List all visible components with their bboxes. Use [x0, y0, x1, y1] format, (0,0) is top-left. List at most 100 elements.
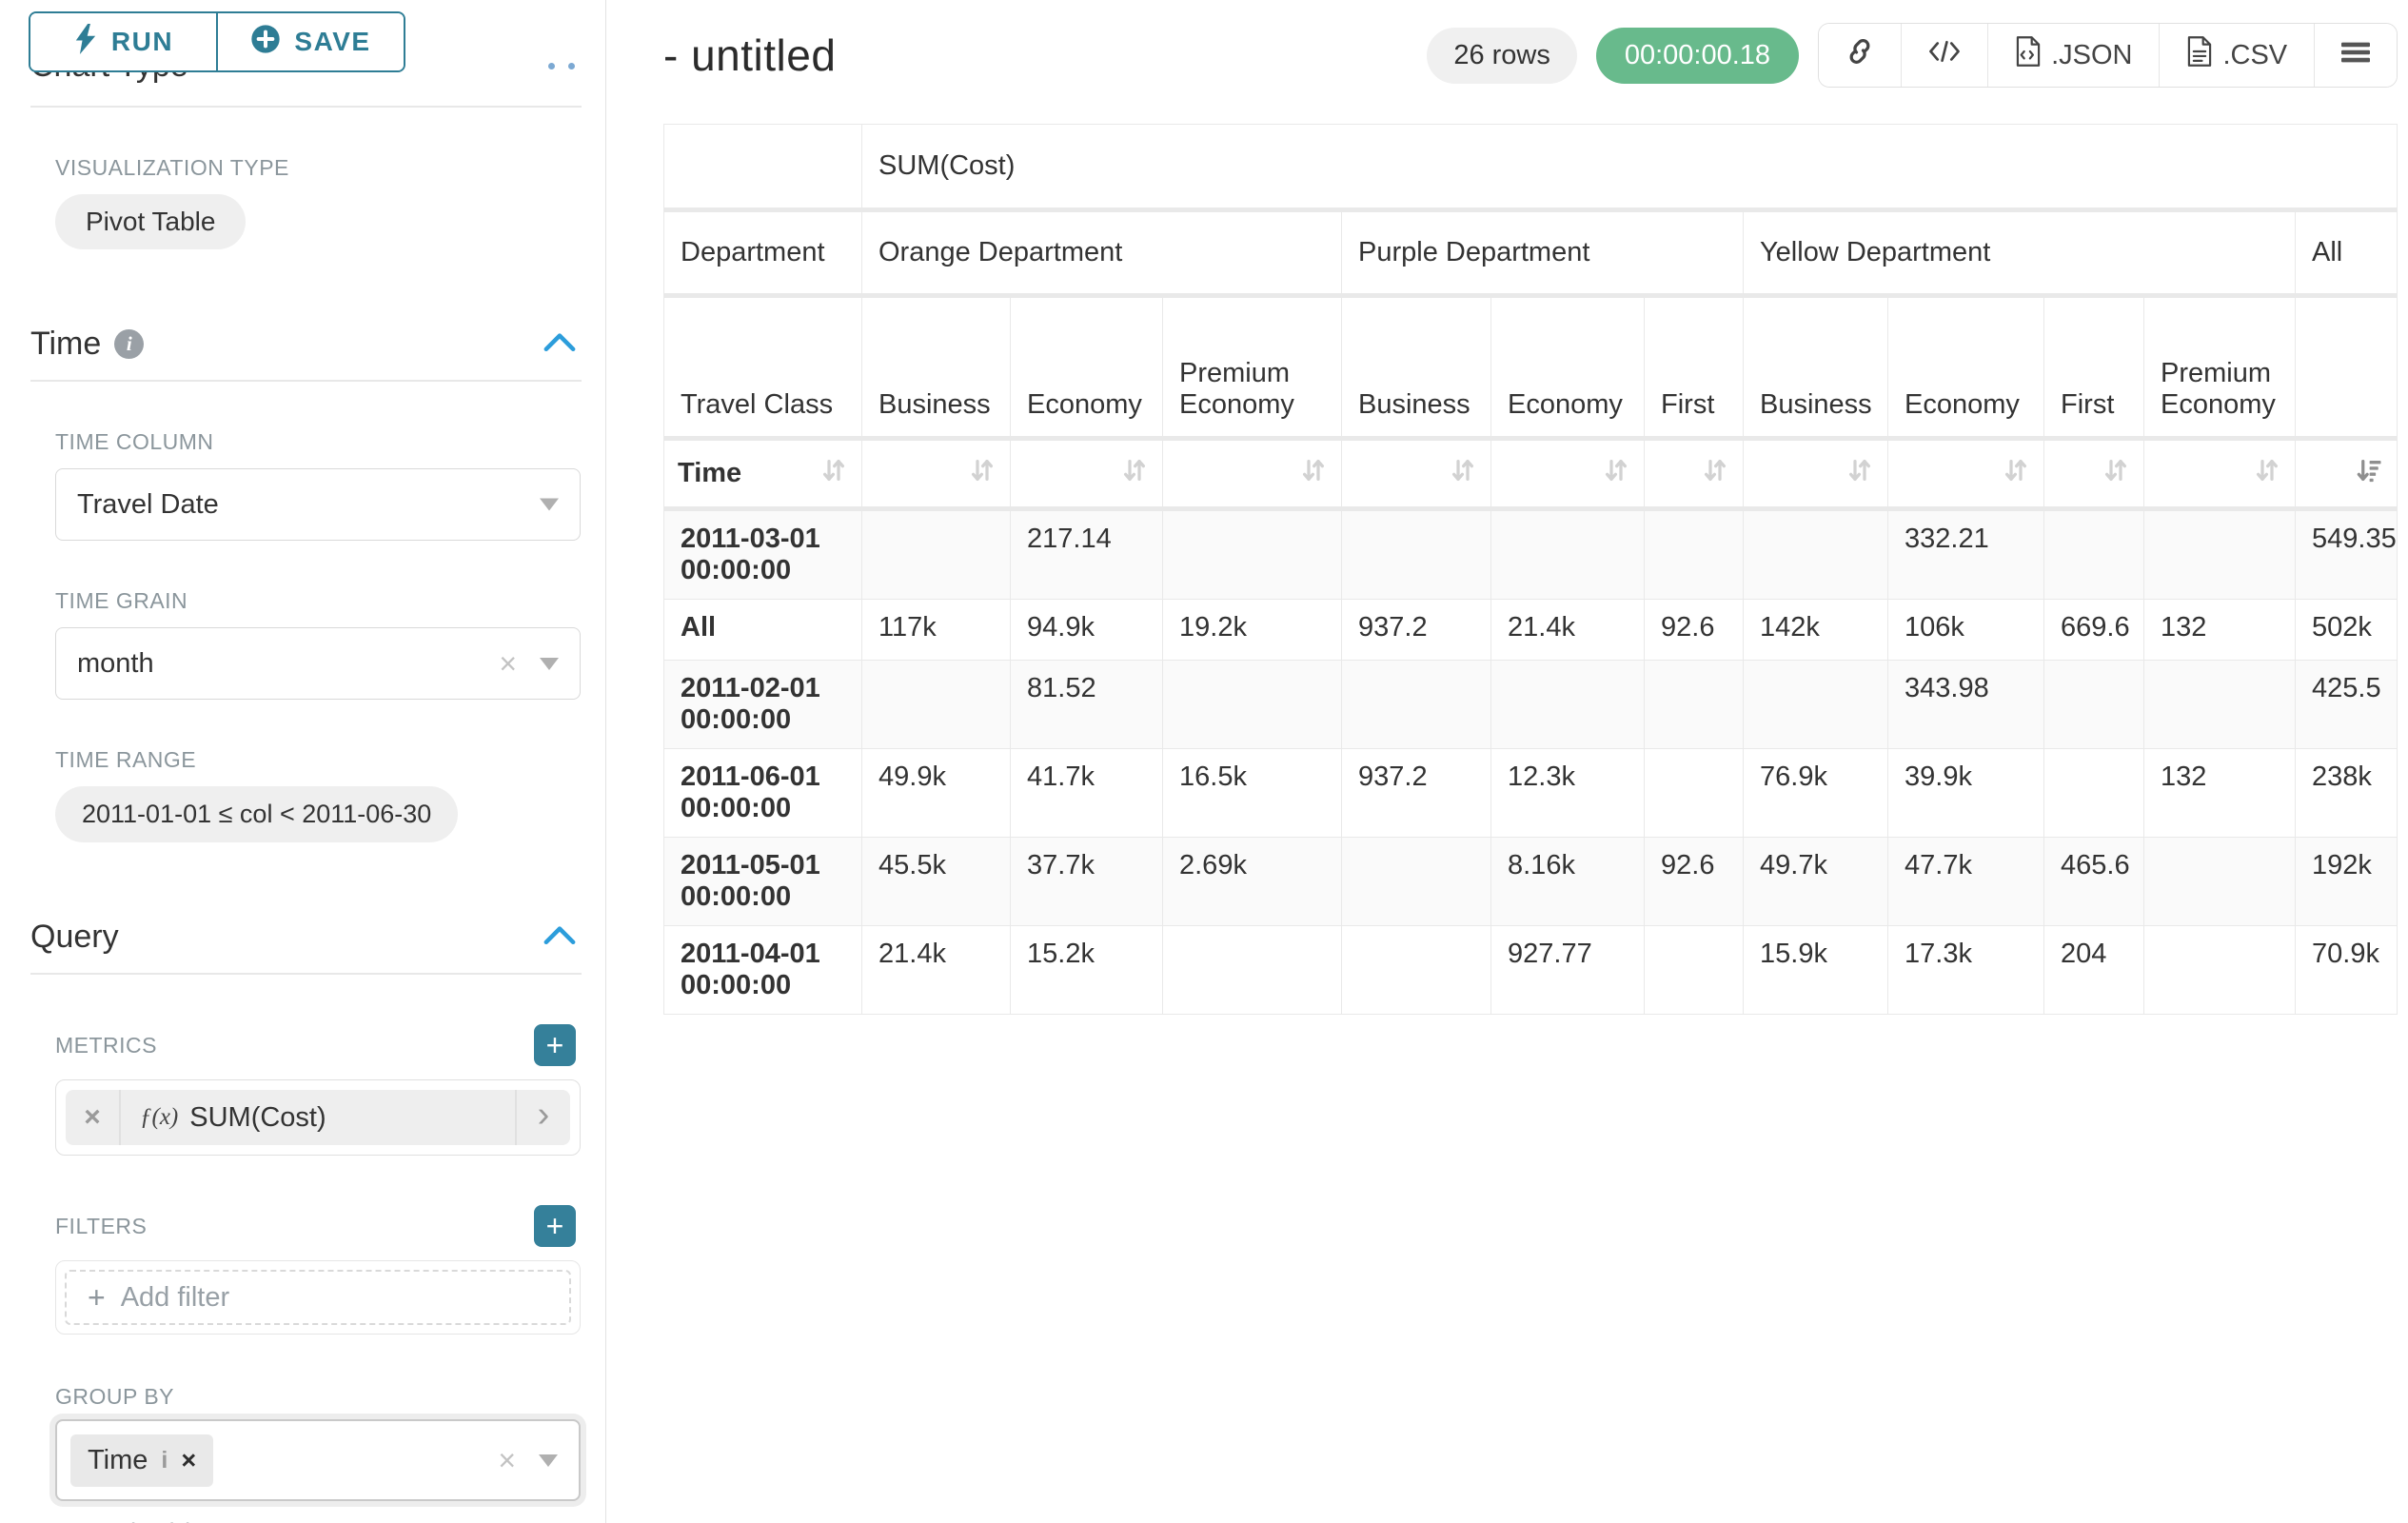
- pivot-sort-header[interactable]: [861, 438, 1011, 511]
- pivot-sort-header[interactable]: [2143, 438, 2296, 511]
- pivot-cell: [1490, 508, 1645, 600]
- pivot-cell: 217.14: [1010, 508, 1163, 600]
- pivot-cell: 549.35: [2295, 508, 2398, 600]
- sort-icon[interactable]: [2253, 456, 2281, 492]
- section-divider: [30, 106, 582, 108]
- save-button[interactable]: SAVE: [216, 13, 404, 70]
- sort-desc-active-icon[interactable]: [2355, 456, 2383, 492]
- pivot-cell: [1341, 508, 1491, 600]
- view-query-button[interactable]: [1901, 24, 1988, 87]
- pivot-sort-header[interactable]: [1743, 438, 1888, 511]
- pane-splitter-handle[interactable]: [548, 63, 575, 69]
- run-button-label: RUN: [110, 27, 174, 56]
- pivot-sort-header[interactable]: [1490, 438, 1645, 511]
- pivot-cell: 49.9k: [861, 748, 1011, 838]
- pivot-sort-header[interactable]: [1644, 438, 1744, 511]
- chevron-down-icon[interactable]: [540, 498, 559, 511]
- pivot-row-dim-header[interactable]: Time: [663, 438, 862, 511]
- metric-pill[interactable]: × ƒ(x) SUM(Cost) ›: [66, 1090, 570, 1145]
- add-filter-button[interactable]: + Add filter: [65, 1270, 571, 1325]
- sort-icon[interactable]: [1449, 456, 1477, 492]
- add-filter-plus-button[interactable]: +: [534, 1205, 576, 1247]
- pivot-sort-header[interactable]: [1162, 438, 1342, 511]
- pivot-row-label: 2011-03-01 00:00:00: [663, 508, 862, 600]
- info-icon: i: [114, 329, 145, 359]
- pivot-col-header: Business: [1743, 295, 1888, 441]
- pivot-row: 2011-06-01 00:00:00 49.9k 41.7k 16.5k 937.2 1…: [663, 748, 2398, 838]
- pivot-sort-header[interactable]: [2043, 438, 2144, 511]
- menu-button[interactable]: [2314, 24, 2398, 87]
- chevron-down-icon[interactable]: [540, 657, 559, 670]
- chevron-down-icon[interactable]: [539, 1454, 558, 1467]
- group-by-tag-time[interactable]: Time i ×: [70, 1434, 214, 1487]
- add-filter-label: Add filter: [120, 1281, 230, 1313]
- row-count-badge: 26 rows: [1427, 27, 1577, 84]
- pivot-col-header: [2295, 295, 2398, 441]
- link-icon: [1845, 37, 1874, 73]
- pivot-sort-header[interactable]: [2295, 438, 2398, 511]
- remove-metric-icon[interactable]: ×: [66, 1090, 121, 1145]
- sort-icon[interactable]: [968, 456, 997, 492]
- section-divider: [30, 973, 582, 975]
- pivot-cell: 502k: [2295, 599, 2398, 661]
- visualization-type-pill[interactable]: Pivot Table: [55, 194, 247, 249]
- query-timer-badge: 00:00:00.18: [1595, 27, 1800, 84]
- pivot-sort-header[interactable]: [1010, 438, 1163, 511]
- sort-icon[interactable]: [1120, 456, 1149, 492]
- sort-icon[interactable]: [1701, 456, 1729, 492]
- run-button[interactable]: RUN: [30, 13, 216, 70]
- export-csv-button[interactable]: .CSV: [2159, 24, 2315, 87]
- sort-icon[interactable]: [2102, 456, 2130, 492]
- clear-icon[interactable]: ×: [499, 646, 517, 681]
- pivot-cell: [2143, 508, 2296, 600]
- pivot-cell: [1644, 508, 1744, 600]
- pivot-cell: 937.2: [1341, 748, 1491, 838]
- pivot-cell: [1162, 660, 1342, 749]
- pivot-sort-header[interactable]: [1341, 438, 1491, 511]
- pivot-sort-header[interactable]: [1887, 438, 2044, 511]
- pivot-cell: [1341, 837, 1491, 926]
- pivot-cell: 45.5k: [861, 837, 1011, 926]
- sort-icon[interactable]: [1845, 456, 1874, 492]
- sort-icon[interactable]: [1602, 456, 1630, 492]
- chart-title[interactable]: - untitled: [663, 30, 837, 80]
- clear-icon[interactable]: ×: [498, 1443, 516, 1477]
- lightning-bolt-icon: [73, 23, 98, 61]
- pivot-cell: 15.2k: [1010, 925, 1163, 1015]
- section-divider: [30, 380, 582, 382]
- run-save-button-group: RUN SAVE: [29, 11, 405, 72]
- time-column-select[interactable]: Travel Date: [55, 468, 581, 541]
- pivot-cell: 2.69k: [1162, 837, 1342, 926]
- pivot-cell: [1743, 508, 1888, 600]
- pivot-col-header: Premium Economy: [1162, 295, 1342, 441]
- pivot-cell: 192k: [2295, 837, 2398, 926]
- sort-icon[interactable]: [819, 456, 848, 492]
- export-json-label: .JSON: [2051, 39, 2133, 70]
- time-range-pill[interactable]: 2011-01-01 ≤ col < 2011-06-30: [55, 786, 459, 842]
- pivot-cell: 49.7k: [1743, 837, 1888, 926]
- pivot-cell: [2043, 508, 2144, 600]
- sort-icon[interactable]: [2002, 456, 2030, 492]
- pivot-cell: [2143, 660, 2296, 749]
- pivot-row-label: 2011-05-01 00:00:00: [663, 837, 862, 926]
- remove-tag-icon[interactable]: ×: [181, 1445, 197, 1474]
- save-button-label: SAVE: [294, 27, 371, 56]
- pivot-row: 2011-03-01 00:00:00 217.14 332.21 549.35: [663, 508, 2398, 600]
- code-icon: [1928, 39, 1961, 71]
- export-json-button[interactable]: .JSON: [1987, 24, 2160, 87]
- chevron-right-icon[interactable]: ›: [515, 1090, 570, 1145]
- chevron-up-icon[interactable]: [543, 924, 576, 950]
- copy-link-button[interactable]: [1819, 24, 1902, 87]
- hamburger-menu-icon: [2341, 40, 2371, 71]
- pivot-cell: 8.16k: [1490, 837, 1645, 926]
- chevron-up-icon[interactable]: [543, 331, 576, 357]
- time-grain-select[interactable]: month ×: [55, 627, 581, 700]
- sort-icon[interactable]: [1299, 456, 1328, 492]
- add-metric-button[interactable]: +: [534, 1024, 576, 1066]
- pivot-table: SUM(Cost) Department Orange Department Purp…: [663, 124, 2398, 1015]
- pivot-col-group-header: All: [2295, 209, 2398, 298]
- metrics-label: METRICS: [55, 1032, 157, 1058]
- group-by-select[interactable]: Time i × ×: [55, 1419, 581, 1501]
- pivot-row: All 117k 94.9k 19.2k 937.2 21.4k 92.6 142k 106k 6…: [663, 599, 2398, 661]
